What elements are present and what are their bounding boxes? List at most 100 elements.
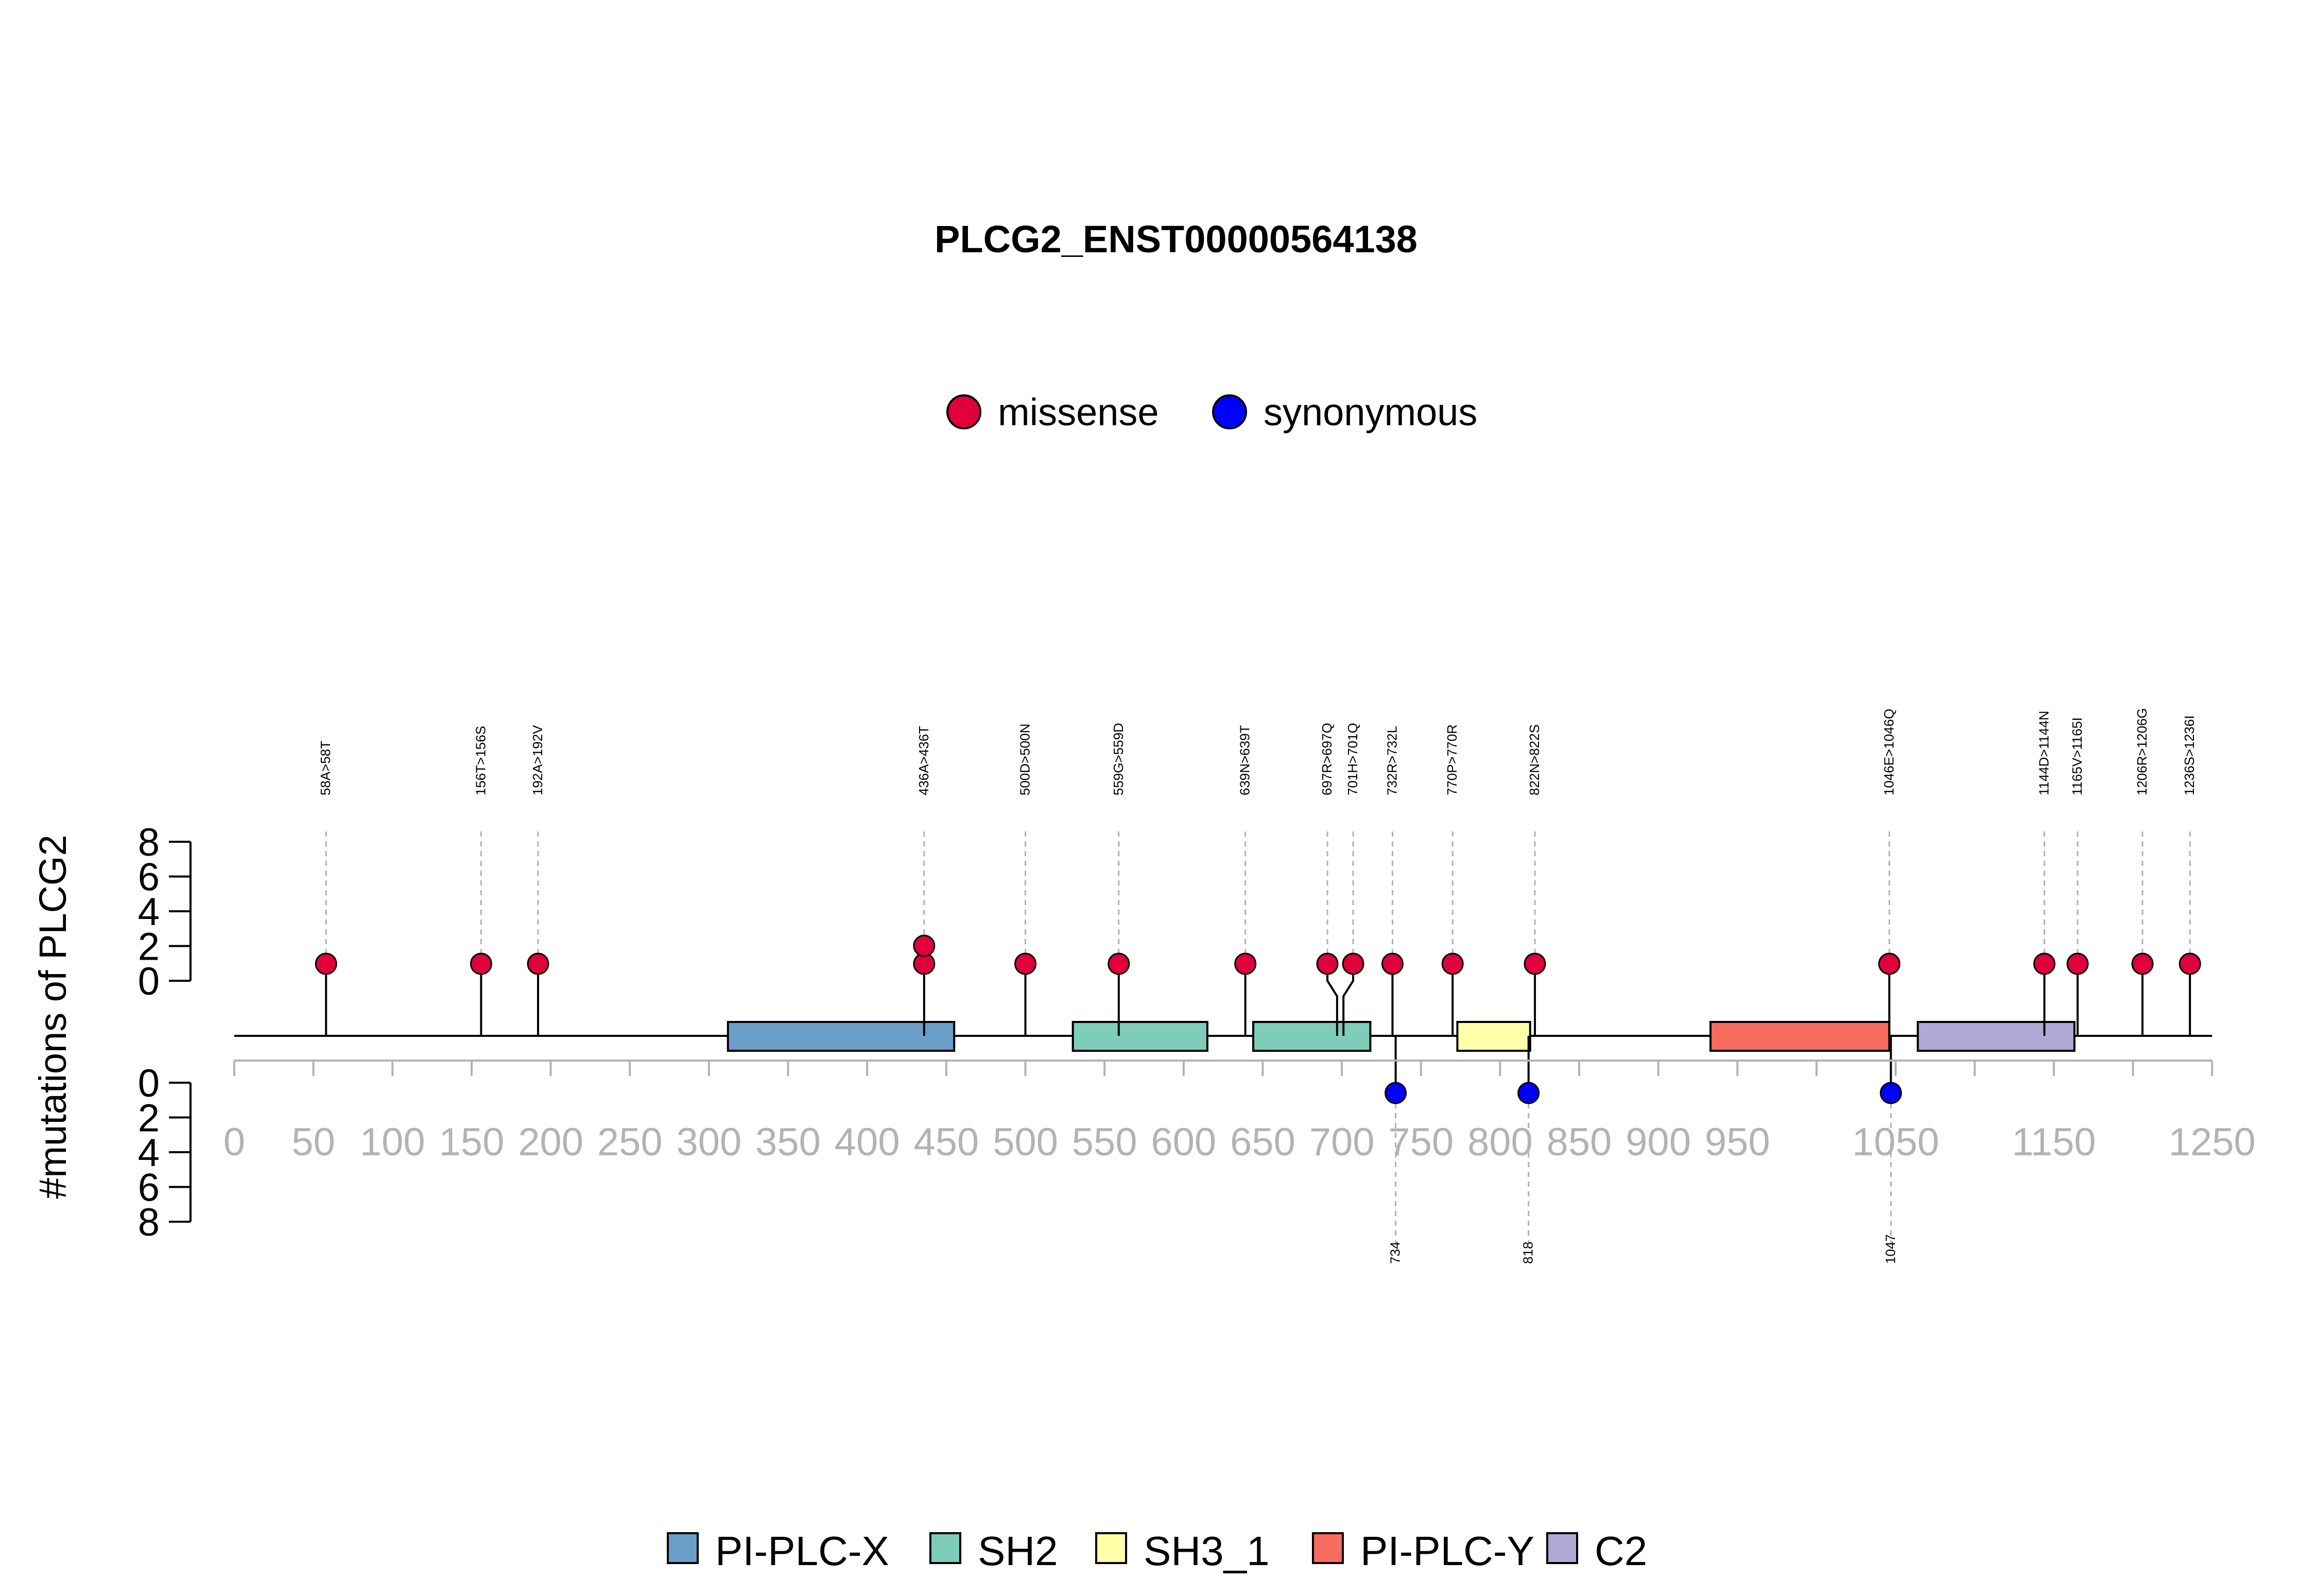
- lollipop-heads: [315, 934, 2201, 1104]
- mutation-type-legend: missense synonymous: [946, 391, 1477, 433]
- x-tick-label-350: 350: [755, 1120, 821, 1164]
- mutation-label-top-8: 701H>701Q: [1345, 723, 1360, 795]
- domain-legend-swatch-3: [1312, 1532, 1344, 1564]
- head-top-12-0: [1878, 952, 1900, 975]
- domain-box-4: [1709, 1021, 1891, 1052]
- head-top-5-0: [1108, 952, 1130, 975]
- domain-legend-label-4: C2: [1595, 1528, 1647, 1574]
- y-top-tick-label-6: 6: [138, 856, 160, 899]
- head-bottom-2: [1879, 1082, 1902, 1104]
- mutation-label-top-15: 1206R>1206G: [2134, 708, 2150, 795]
- mutation-label-top-2: 192A>192V: [530, 725, 545, 795]
- mutation-label-top-4: 500D>500N: [1017, 724, 1033, 796]
- head-top-6-0: [1234, 952, 1257, 975]
- x-tick-label-800: 800: [1467, 1120, 1533, 1164]
- mutation-label-top-11: 822N>822S: [1527, 724, 1542, 795]
- x-tick-label-400: 400: [835, 1120, 900, 1164]
- legend-label-synonymous: synonymous: [1264, 391, 1477, 433]
- x-tick-label-550: 550: [1072, 1120, 1137, 1164]
- mutation-label-top-9: 732R>732L: [1384, 726, 1399, 795]
- guide-lines: [325, 831, 2191, 1243]
- chart-title: PLCG2_ENST00000564138: [935, 218, 1417, 261]
- mutation-label-top-1: 156T>156S: [473, 726, 488, 795]
- x-tick-label-1250: 1250: [2169, 1120, 2256, 1164]
- head-bottom-0: [1385, 1082, 1407, 1104]
- y-bottom-tick-label-0: 0: [138, 1062, 160, 1105]
- mutation-label-bottom-0: 734: [1388, 1242, 1403, 1264]
- x-tick-label-250: 250: [597, 1120, 663, 1164]
- head-top-11-0: [1524, 952, 1546, 975]
- y-top-tick-label-0: 0: [138, 960, 160, 1003]
- y-bottom-tick-label-8: 8: [138, 1201, 160, 1244]
- domain-box-0: [727, 1021, 956, 1052]
- domain-legend-label-0: PI-PLC-X: [715, 1528, 889, 1574]
- domain-box-1: [1071, 1021, 1208, 1052]
- y-axis-label: #mutations of PLCG2: [31, 835, 74, 1199]
- mutation-label-top-12: 1046E>1046Q: [1881, 709, 1896, 795]
- head-bottom-1: [1517, 1082, 1540, 1104]
- y-bottom-tick-label-4: 4: [138, 1131, 160, 1175]
- domain-boxes: [727, 1021, 2076, 1052]
- y-top-tick-label-8: 8: [138, 821, 160, 864]
- x-tick-label-50: 50: [291, 1120, 335, 1164]
- head-top-7-0: [1316, 952, 1339, 975]
- head-top-15-0: [2131, 952, 2154, 975]
- mutation-label-top-5: 559G>559D: [1111, 723, 1126, 795]
- x-tick-label-450: 450: [913, 1120, 979, 1164]
- mutation-label-top-0: 58A>58T: [318, 741, 333, 795]
- x-tick-label-650: 650: [1230, 1120, 1295, 1164]
- y-top-tick-label-2: 2: [138, 925, 160, 969]
- x-tick-label-0: 0: [223, 1120, 245, 1164]
- domain-legend: PI-PLC-X SH2 SH3_1 PI-PLC-Y C2: [667, 1528, 1647, 1574]
- domain-legend-swatch-1: [929, 1532, 961, 1564]
- x-tick-label-600: 600: [1151, 1120, 1216, 1164]
- mutation-label-bottom-2: 1047: [1882, 1234, 1898, 1264]
- domain-legend-label-2: SH3_1: [1144, 1528, 1270, 1574]
- mutation-label-top-13: 1144D>1144N: [2036, 710, 2052, 795]
- y-bottom-tick-label-2: 2: [138, 1097, 160, 1140]
- mutation-label-top-16: 1236S>1236I: [2182, 716, 2197, 795]
- x-tick-label-700: 700: [1309, 1120, 1375, 1164]
- x-axis: 0 50 100 150 200 250 300 350 400 450 500 550 600 650 7…: [223, 1060, 2256, 1164]
- x-tick-label-500: 500: [993, 1120, 1058, 1164]
- head-top-0-0: [315, 952, 337, 975]
- x-tick-label-150: 150: [439, 1120, 505, 1164]
- legend-label-missense: missense: [998, 391, 1159, 433]
- x-tick-label-750: 750: [1388, 1120, 1454, 1164]
- mutation-label-top-14: 1165V>1165I: [2069, 717, 2085, 795]
- x-tick-label-900: 900: [1626, 1120, 1691, 1164]
- domain-legend-swatch-0: [667, 1532, 699, 1564]
- head-top-10-0: [1441, 952, 1464, 975]
- head-top-3-1: [913, 934, 936, 957]
- x-tick-label-100: 100: [360, 1120, 425, 1164]
- mutation-label-top-6: 639N>639T: [1237, 725, 1253, 795]
- y-bottom-tick-label-6: 6: [138, 1166, 160, 1210]
- domain-legend-swatch-2: [1095, 1532, 1127, 1564]
- head-top-2-0: [527, 952, 549, 975]
- x-tick-label-300: 300: [676, 1120, 741, 1164]
- domain-legend-label-3: PI-PLC-Y: [1360, 1528, 1534, 1574]
- head-top-14-0: [2066, 952, 2089, 975]
- x-tick-label-1050: 1050: [1852, 1120, 1939, 1164]
- domain-box-3: [1456, 1021, 1531, 1052]
- head-top-16-0: [2178, 952, 2201, 975]
- x-tick-label-200: 200: [518, 1120, 583, 1164]
- head-top-8-0: [1342, 952, 1364, 975]
- x-tick-label-850: 850: [1547, 1120, 1612, 1164]
- mutation-label-bottom-1: 818: [1520, 1242, 1536, 1264]
- head-top-1-0: [470, 952, 492, 975]
- domain-box-2: [1252, 1021, 1372, 1052]
- head-top-4-0: [1014, 952, 1036, 975]
- y-top-tick-label-4: 4: [138, 890, 160, 934]
- lollipop-stems: [325, 964, 2191, 1093]
- legend-marker-missense: [946, 394, 981, 429]
- head-top-9-0: [1381, 952, 1404, 975]
- mutation-labels: 58A>58T 156T>156S 192A>192V 436A>436T 500D>5…: [318, 708, 2197, 1264]
- mutation-label-top-7: 697R>697Q: [1319, 723, 1335, 795]
- domain-legend-label-1: SH2: [978, 1528, 1058, 1574]
- x-tick-label-1150: 1150: [2012, 1120, 2096, 1164]
- mutation-label-top-3: 436A>436T: [916, 726, 931, 795]
- x-tick-label-950: 950: [1705, 1120, 1770, 1164]
